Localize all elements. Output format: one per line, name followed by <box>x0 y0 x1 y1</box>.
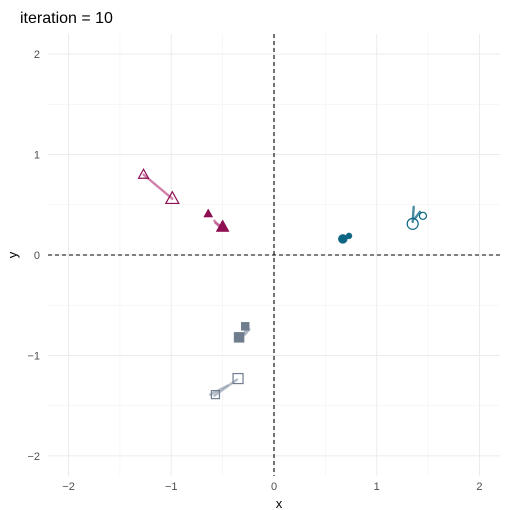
data-point-circle <box>338 234 348 244</box>
data-points <box>137 168 428 400</box>
data-point-circle <box>345 232 353 240</box>
data-point-triangle <box>137 168 150 179</box>
data-point-square <box>232 372 244 385</box>
data-point-square <box>233 332 245 343</box>
data-point-triangle <box>203 208 214 218</box>
data-point-square <box>210 390 221 400</box>
trail-line <box>411 205 415 224</box>
data-point-square <box>240 322 250 331</box>
y-tick-labels: −2 −1 0 1 2 <box>27 49 40 463</box>
y-tick-label: 1 <box>34 150 40 162</box>
x-tick-labels: −2 −1 0 1 2 <box>62 481 482 493</box>
trail-lines <box>142 173 422 397</box>
x-tick-label: 2 <box>476 481 482 493</box>
y-tick-label: 2 <box>34 49 40 61</box>
x-tick-label: −1 <box>165 481 178 493</box>
data-point-triangle <box>164 190 180 205</box>
y-axis-label: y <box>5 251 20 258</box>
reference-lines <box>48 34 500 476</box>
data-point-circle <box>406 217 419 230</box>
data-point-triangle <box>215 219 230 232</box>
y-tick-label: −2 <box>27 451 40 463</box>
chart-title: iteration = 10 <box>20 10 113 27</box>
y-tick-label: 0 <box>34 250 40 262</box>
y-tick-label: −1 <box>27 350 40 362</box>
trail-line <box>413 210 422 221</box>
x-tick-label: −2 <box>62 481 75 493</box>
x-axis-label: x <box>276 496 283 510</box>
x-tick-label: 1 <box>374 481 380 493</box>
data-point-circle <box>418 211 428 220</box>
x-tick-label: 0 <box>271 481 277 493</box>
